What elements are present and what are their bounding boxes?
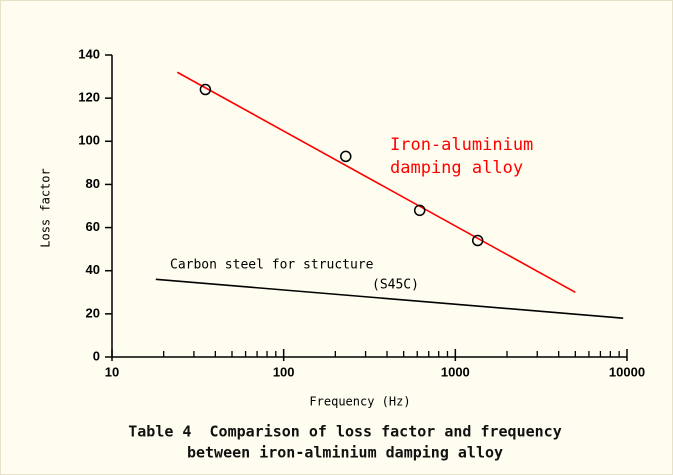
- x-tick-label: 10: [105, 364, 119, 379]
- series-label: Iron-aluminium: [390, 135, 533, 155]
- x-axis-label: Frequency (Hz): [309, 395, 410, 409]
- y-tick-label: 20: [86, 305, 100, 320]
- y-tick-label: 100: [78, 133, 100, 148]
- data-point: [340, 150, 352, 163]
- y-tick-label: 80: [86, 176, 100, 191]
- y-tick-label: 140: [78, 46, 100, 61]
- y-tick-label: 40: [86, 262, 100, 277]
- x-tick-label: 1000: [441, 364, 470, 379]
- caption: between iron-alminium damping alloy: [187, 444, 503, 462]
- y-axis-label: Loss factor: [39, 168, 53, 247]
- series-label: damping alloy: [390, 158, 523, 178]
- series-label: Carbon steel for structure: [170, 258, 374, 273]
- data-point: [471, 234, 484, 247]
- series-line: [155, 278, 624, 319]
- y-tick-label: 60: [86, 219, 100, 234]
- x-tick-label: 10000: [609, 364, 645, 379]
- data-point: [413, 204, 426, 217]
- y-tick-label: 120: [78, 90, 100, 105]
- data-point: [199, 83, 212, 96]
- series-label: (S45C): [372, 278, 419, 293]
- series-line: [176, 71, 576, 293]
- x-tick-label: 100: [273, 364, 295, 379]
- caption: Table 4 Comparison of loss factor and fr…: [128, 423, 561, 441]
- y-tick-label: 0: [93, 348, 100, 363]
